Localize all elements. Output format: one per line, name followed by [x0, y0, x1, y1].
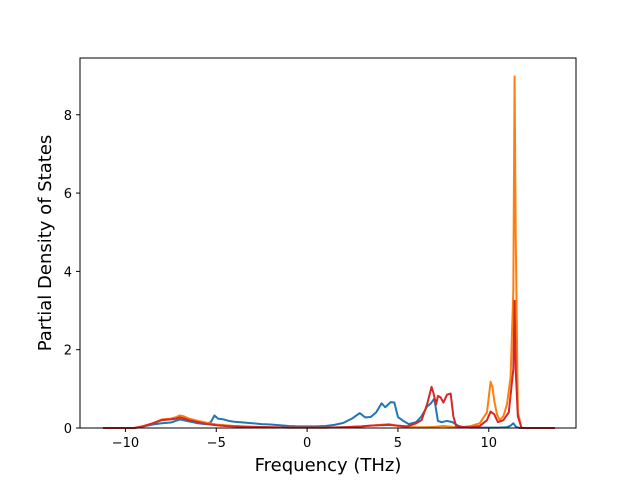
series-line-3 — [102, 299, 556, 429]
y-tick-label: 2 — [64, 344, 72, 359]
y-axis-ticks: 0 2 4 6 8 — [64, 109, 80, 437]
x-tick-label: 5 — [394, 436, 402, 451]
x-tick-label: 10 — [481, 436, 498, 451]
x-tick-label: 0 — [303, 436, 311, 451]
plot-frame — [79, 57, 577, 429]
y-tick-label: 4 — [64, 265, 72, 280]
y-tick-label: 8 — [64, 109, 72, 124]
y-axis-label: Partial Density of States — [35, 135, 56, 352]
y-tick-label: 0 — [64, 422, 72, 437]
x-tick-label: −10 — [112, 436, 139, 451]
x-axis-label: Frequency (THz) — [255, 455, 402, 476]
x-tick-label: −5 — [207, 436, 226, 451]
x-axis-ticks: −10 −5 0 5 10 — [112, 428, 497, 451]
y-tick-label: 6 — [64, 187, 72, 202]
